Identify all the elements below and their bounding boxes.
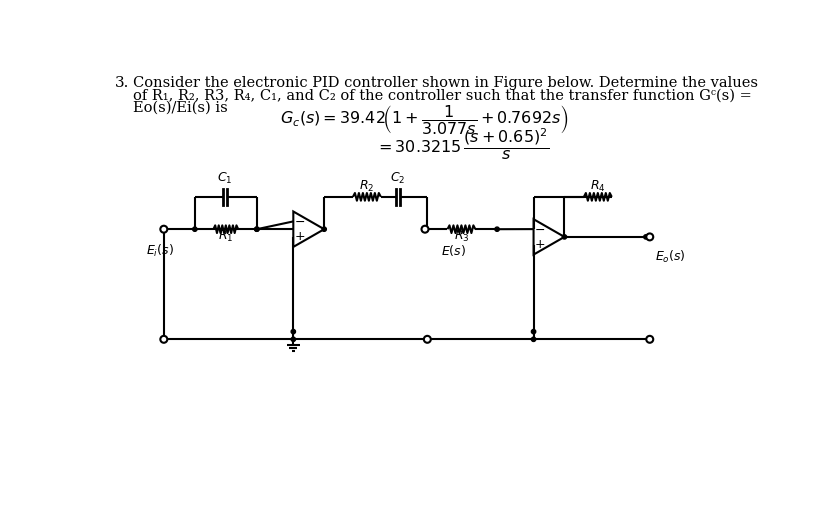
Text: $C_2$: $C_2$ (390, 171, 405, 186)
Text: $R_3$: $R_3$ (454, 229, 469, 244)
Text: $G_c(s) = 39.42\!\left(1 + \dfrac{1}{3.077s} + 0.7692s\right)$: $G_c(s) = 39.42\!\left(1 + \dfrac{1}{3.0… (280, 103, 569, 136)
Circle shape (423, 336, 431, 343)
Circle shape (495, 227, 500, 232)
Circle shape (160, 336, 167, 343)
Circle shape (291, 337, 295, 342)
Text: $E(s)$: $E(s)$ (442, 243, 466, 258)
Circle shape (646, 336, 653, 343)
Circle shape (193, 227, 197, 232)
Text: $-$: $-$ (294, 215, 305, 228)
Text: $+$: $+$ (534, 238, 545, 251)
Circle shape (646, 233, 653, 241)
Text: $+$: $+$ (294, 231, 305, 244)
Text: of R₁, R₂, R3, R₄, C₁, and C₂ of the controller such that the transfer function : of R₁, R₂, R3, R₄, C₁, and C₂ of the con… (133, 88, 752, 102)
Circle shape (562, 235, 566, 239)
Circle shape (322, 227, 327, 232)
Circle shape (255, 227, 259, 232)
Text: $E_i(s)$: $E_i(s)$ (146, 243, 174, 259)
Circle shape (532, 337, 536, 342)
Text: $-$: $-$ (534, 223, 545, 236)
Circle shape (255, 227, 259, 232)
Text: $R_1$: $R_1$ (218, 229, 233, 244)
Text: $E_o(s)$: $E_o(s)$ (655, 249, 686, 265)
Text: $R_4$: $R_4$ (590, 179, 605, 194)
Text: $R_2$: $R_2$ (359, 179, 375, 194)
Text: Consider the electronic PID controller shown in Figure below. Determine the valu: Consider the electronic PID controller s… (133, 76, 758, 90)
Text: $= 30.3215\,\dfrac{(s + 0.65)^2}{s}$: $= 30.3215\,\dfrac{(s + 0.65)^2}{s}$ (375, 127, 549, 162)
Circle shape (160, 226, 167, 233)
Circle shape (422, 226, 428, 233)
Circle shape (532, 330, 536, 334)
Circle shape (643, 235, 648, 239)
Circle shape (291, 330, 295, 334)
Text: $C_1$: $C_1$ (218, 171, 232, 186)
Text: 3.: 3. (115, 76, 129, 90)
Text: Eo(s)/Ei(s) is: Eo(s)/Ei(s) is (133, 101, 227, 115)
